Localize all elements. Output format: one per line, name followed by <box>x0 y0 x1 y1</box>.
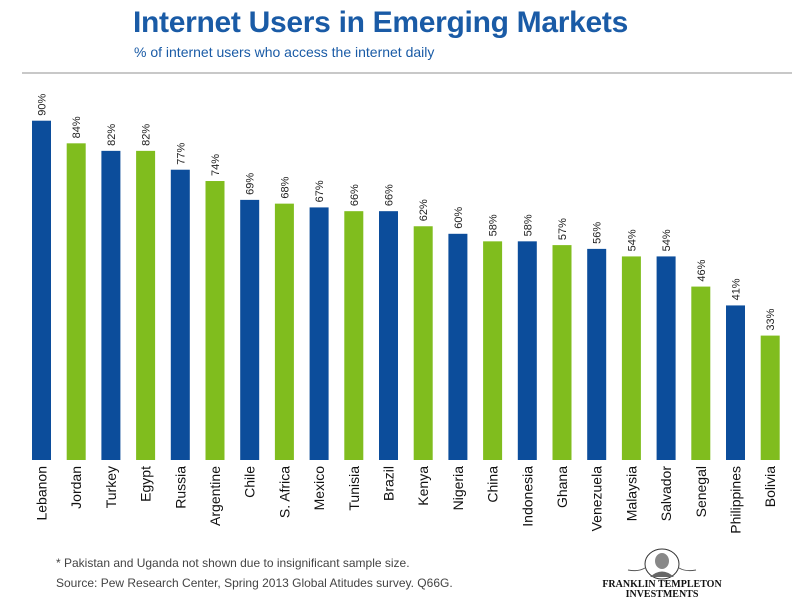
category-label: Kenya <box>415 466 431 506</box>
category-label: Egypt <box>138 466 154 502</box>
bar-kenya <box>413 226 433 460</box>
bar-malaysia <box>621 256 641 460</box>
category-label: Bolivia <box>762 466 778 507</box>
value-label: 67% <box>314 180 326 202</box>
bar-chart: 90% Lebanon 84% Jordan 82% Turkey 82% Egypt 77% R… <box>32 93 780 534</box>
value-label: 74% <box>210 154 222 176</box>
bar-egypt <box>136 150 156 461</box>
bar-jordan <box>66 143 86 460</box>
bar-indonesia <box>517 241 537 460</box>
category-label: Chile <box>242 466 258 498</box>
bar-mexico <box>309 207 329 460</box>
value-label: 62% <box>418 199 430 221</box>
value-label: 66% <box>349 184 361 206</box>
value-label: 84% <box>71 116 83 138</box>
category-label: Salvador <box>658 466 674 522</box>
bar-nigeria <box>448 233 468 460</box>
value-label: 60% <box>453 207 465 229</box>
logo-line-1: FRANKLIN TEMPLETON <box>602 579 722 590</box>
bar-salvador <box>656 256 676 460</box>
source-note: Source: Pew Research Center, Spring 2013… <box>56 576 453 590</box>
bar-s-africa <box>274 203 294 460</box>
bar-argentine <box>205 181 225 460</box>
bar-lebanon <box>32 120 51 460</box>
bar-bolivia <box>760 335 780 460</box>
category-label: Lebanon <box>34 466 50 521</box>
bar-china <box>483 241 503 460</box>
category-label: Tunisia <box>346 466 362 511</box>
bar-brazil <box>379 211 398 460</box>
value-label: 68% <box>279 176 291 198</box>
category-label: China <box>485 466 501 503</box>
value-label: 82% <box>141 124 153 146</box>
value-label: 56% <box>592 222 604 244</box>
category-label: Mexico <box>311 466 327 511</box>
category-label: S. Africa <box>276 466 292 518</box>
category-label: Russia <box>172 466 188 509</box>
category-label: Argentine <box>207 466 223 526</box>
bar-tunisia <box>344 211 364 460</box>
value-label: 58% <box>488 214 500 236</box>
value-label: 54% <box>626 229 638 251</box>
category-label: Philippines <box>728 466 744 534</box>
value-label: 41% <box>731 278 743 300</box>
value-label: 58% <box>522 214 534 236</box>
category-label: Senegal <box>693 466 709 517</box>
header-divider <box>22 72 792 74</box>
portrait-icon <box>627 548 697 580</box>
bar-ghana <box>552 245 572 460</box>
value-label: 77% <box>175 142 187 164</box>
category-label: Nigeria <box>450 466 466 511</box>
value-label: 69% <box>245 173 257 195</box>
bar-turkey <box>101 150 121 461</box>
value-label: 90% <box>37 93 49 115</box>
category-label: Turkey <box>103 466 119 508</box>
value-label: 54% <box>661 229 673 251</box>
value-label: 82% <box>106 124 118 146</box>
bar-senegal <box>691 286 711 460</box>
category-label: Ghana <box>554 466 570 508</box>
category-label: Brazil <box>381 466 397 501</box>
value-label: 46% <box>696 259 708 281</box>
chart-subtitle: % of internet users who access the inter… <box>134 44 435 60</box>
value-label: 33% <box>765 308 777 330</box>
value-label: 57% <box>557 218 569 240</box>
bar-venezuela <box>587 248 607 460</box>
category-label: Jordan <box>68 466 84 509</box>
bar-russia <box>170 169 190 460</box>
bar-chile <box>240 199 260 460</box>
category-label: Indonesia <box>519 466 535 527</box>
category-label: Venezuela <box>589 466 605 532</box>
chart-title: Internet Users in Emerging Markets <box>133 6 628 39</box>
franklin-templeton-logo: FRANKLIN TEMPLETON INVESTMENTS <box>598 546 726 602</box>
value-label: 66% <box>384 184 396 206</box>
logo-line-2: INVESTMENTS <box>625 589 699 600</box>
bar-philippines <box>726 305 745 460</box>
footnote: * Pakistan and Uganda not shown due to i… <box>56 556 410 570</box>
category-label: Malaysia <box>623 466 639 521</box>
